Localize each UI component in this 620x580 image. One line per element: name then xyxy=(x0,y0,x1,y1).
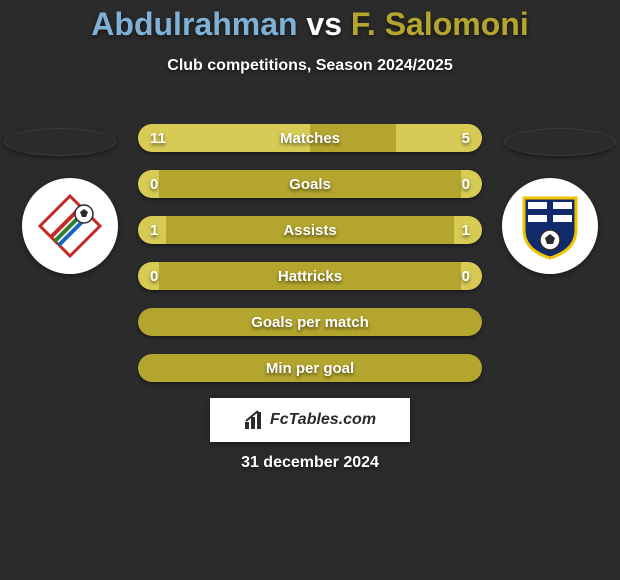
stat-label: Hattricks xyxy=(138,262,482,290)
stat-fill-right xyxy=(461,170,482,198)
brand-text: FcTables.com xyxy=(270,411,376,429)
page-title: Abdulrahman vs F. Salomoni xyxy=(0,0,620,43)
vs-text: vs xyxy=(306,6,342,42)
subtitle: Club competitions, Season 2024/2025 xyxy=(0,57,620,75)
stat-label: Goals per match xyxy=(138,308,482,336)
club-badge-right xyxy=(502,178,598,274)
brand-box: FcTables.com xyxy=(210,398,410,442)
stats-bars: Matches115 Goals00 Assists11 Hattricks00 Goa… xyxy=(138,124,482,382)
stat-fill-right xyxy=(454,216,482,244)
stat-row-goals: Goals00 xyxy=(138,170,482,198)
stat-row-min-per-goal: Min per goal xyxy=(138,354,482,382)
player1-ellipse xyxy=(4,128,116,156)
stat-fill-left xyxy=(138,216,166,244)
stat-fill-left xyxy=(138,170,159,198)
stat-row-matches: Matches115 xyxy=(138,124,482,152)
date-text: 31 december 2024 xyxy=(0,454,620,472)
brand-icon xyxy=(244,410,264,430)
player1-name: Abdulrahman xyxy=(91,6,297,42)
stat-label: Goals xyxy=(138,170,482,198)
stat-fill-left xyxy=(138,124,310,152)
stat-label: Min per goal xyxy=(138,354,482,382)
crest-left-icon xyxy=(34,190,106,262)
player2-name: F. Salomoni xyxy=(351,6,529,42)
club-badge-left xyxy=(22,178,118,274)
stat-label: Assists xyxy=(138,216,482,244)
stat-fill-left xyxy=(138,262,159,290)
stat-row-assists: Assists11 xyxy=(138,216,482,244)
crest-right-icon xyxy=(514,190,586,262)
stat-row-goals-per-match: Goals per match xyxy=(138,308,482,336)
player2-ellipse xyxy=(504,128,616,156)
stat-fill-right xyxy=(396,124,482,152)
stat-row-hattricks: Hattricks00 xyxy=(138,262,482,290)
stat-fill-right xyxy=(461,262,482,290)
